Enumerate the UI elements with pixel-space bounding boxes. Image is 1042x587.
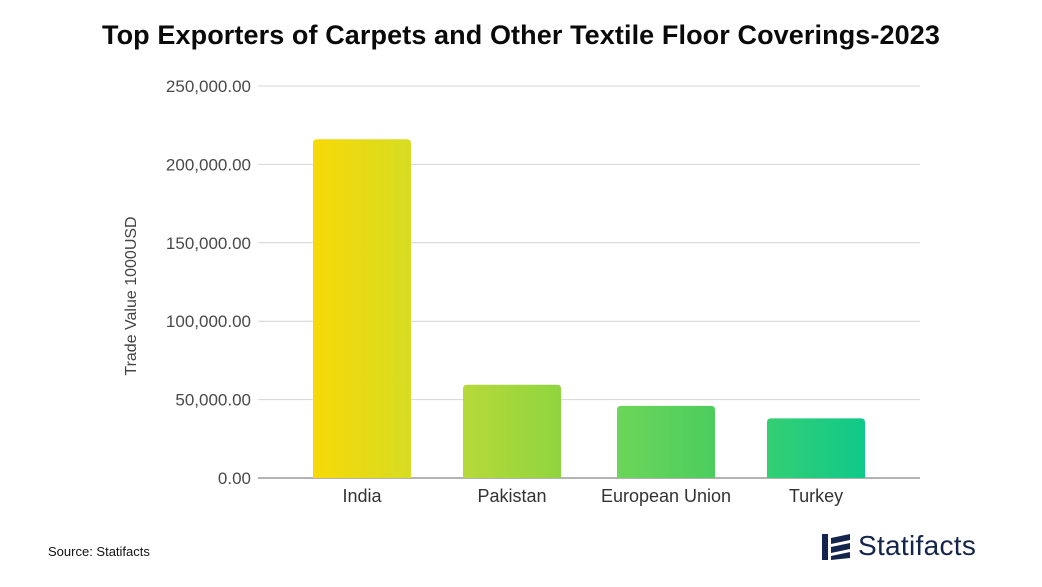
y-tick-label: 200,000.00 [166,155,251,174]
y-axis-ticks: 0.00 50,000.00 100,000.00 150,000.00 200,000… [166,77,251,488]
statifacts-logo-icon [822,534,850,560]
x-tick-label: European Union [601,486,731,506]
y-tick-label: 100,000.00 [166,312,251,331]
chart-title: Top Exporters of Carpets and Other Texti… [102,20,940,50]
bars [313,139,865,478]
bar-turkey [767,418,865,478]
y-tick-label: 0.00 [218,469,251,488]
bar-india [313,139,411,478]
x-tick-label: Pakistan [477,486,546,506]
brand-logo: Statifacts [822,528,992,568]
x-tick-label: Turkey [789,486,843,506]
y-tick-label: 150,000.00 [166,234,251,253]
bar-european-union [617,405,715,478]
brand-name: Statifacts [858,530,977,561]
x-tick-label: India [342,486,382,506]
y-tick-label: 50,000.00 [175,391,251,410]
x-axis-ticks: India Pakistan European Union Turkey [342,486,843,506]
source-note: Source: Statifacts [48,544,150,559]
y-axis-label: Trade Value 1000USD [123,216,140,375]
bar-pakistan [463,384,561,478]
y-tick-label: 250,000.00 [166,77,251,96]
